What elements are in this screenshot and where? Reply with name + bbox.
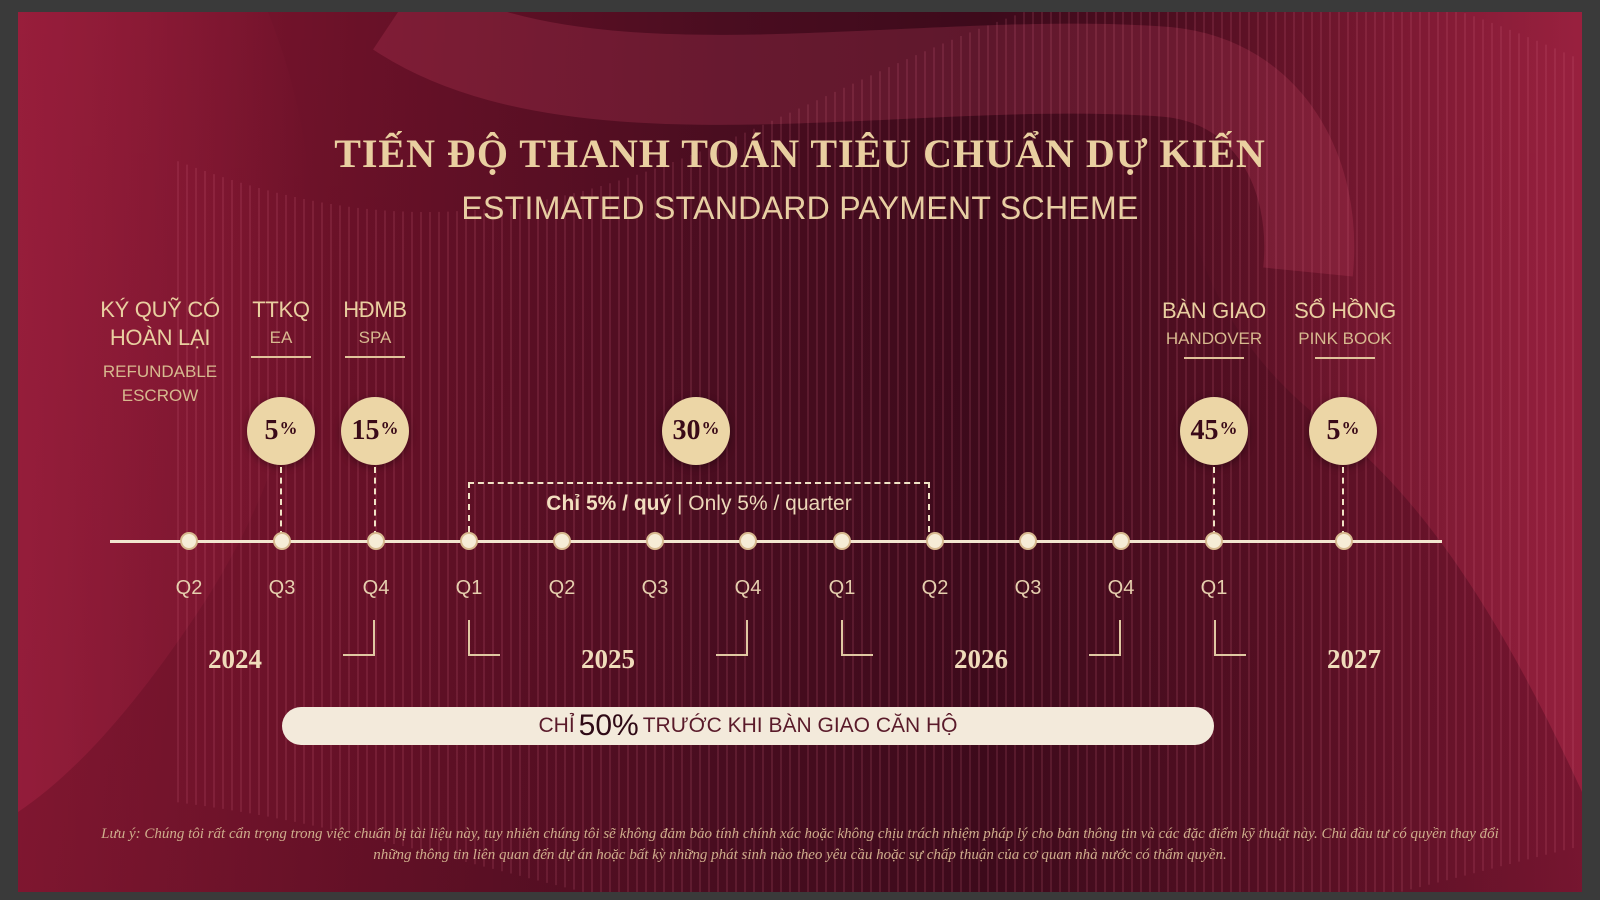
year-bracket [841, 620, 873, 656]
milestone-refundable-escrow: KÝ QUỸ CÓ HOÀN LẠI REFUNDABLE ESCROW [90, 296, 230, 408]
timeline-dot [180, 532, 198, 550]
slide: TIẾN ĐỘ THANH TOÁN TIÊU CHUẨN DỰ KIẾN ES… [18, 12, 1582, 892]
timeline-dot [1205, 532, 1223, 550]
percent-value: 5 [264, 415, 279, 446]
timeline-dot [460, 532, 478, 550]
quarter-label: Q4 [362, 577, 390, 599]
disclaimer-note: Lưu ý: Chúng tôi rất cẩn trọng trong việ… [68, 824, 1532, 866]
year-bracket [716, 620, 748, 656]
timeline-dot [1112, 532, 1130, 550]
milestone-label-en-line2: ESCROW [121, 386, 199, 405]
percent-sign: % [380, 417, 399, 438]
quarterly-note-vi: Chỉ 5% / quý [546, 492, 672, 515]
milestone-label-vi: TTKQ [252, 297, 310, 322]
connector-spa [374, 467, 376, 537]
percent-value: 45 [1190, 415, 1219, 446]
quarter-label: Q3 [268, 577, 296, 599]
quarter-label: Q4 [1107, 577, 1135, 599]
milestone-underline [345, 356, 405, 358]
timeline-dot [739, 532, 757, 550]
quarter-label: Q1 [1200, 577, 1228, 599]
year-bracket [1214, 620, 1246, 656]
pre-handover-highlight: CHỈ 50% TRƯỚC KHI BÀN GIAO CĂN HỘ [282, 707, 1214, 745]
milestone-label-en: REFUNDABLE [102, 362, 218, 381]
percent-value: 5 [1326, 415, 1341, 446]
percent-sign: % [1341, 417, 1360, 438]
milestone-ea: TTKQ EA [236, 296, 326, 358]
milestone-underline [251, 356, 311, 358]
quarter-label: Q3 [1014, 577, 1042, 599]
milestone-label-vi: KÝ QUỸ CÓ [100, 297, 220, 322]
quarterly-note: Chỉ 5% / quý | Only 5% / quarter [468, 492, 930, 516]
title-english: ESTIMATED STANDARD PAYMENT SCHEME [461, 190, 1139, 226]
milestone-pink-book: SỔ HỒNG PINK BOOK [1270, 297, 1420, 359]
quarterly-note-en: Only 5% / quarter [688, 492, 852, 515]
milestone-label-en: SPA [358, 328, 392, 347]
quarter-label: Q2 [548, 577, 576, 599]
percent-circle-pink-book: 5% [1309, 397, 1377, 465]
year-label: 2025 [581, 644, 635, 674]
timeline-dot [553, 532, 571, 550]
milestone-label-vi: HĐMB [343, 297, 407, 322]
pill-percent: 50% [578, 709, 639, 742]
timeline-dot [1019, 532, 1037, 550]
timeline-axis [110, 540, 1442, 543]
milestone-label-en: EA [269, 328, 293, 347]
timeline-dot [833, 532, 851, 550]
year-bracket [1089, 620, 1121, 656]
connector-handover [1213, 467, 1215, 537]
milestone-label-en: HANDOVER [1165, 329, 1263, 348]
quarter-label: Q3 [641, 577, 669, 599]
connector-ea [280, 467, 282, 537]
quarter-label: Q1 [455, 577, 483, 599]
percent-sign: % [279, 417, 298, 438]
timeline-dot [1335, 532, 1353, 550]
quarterly-range-bracket [468, 482, 930, 532]
percent-value: 30 [672, 415, 701, 446]
milestone-label-en: PINK BOOK [1298, 329, 1392, 348]
year-label: 2024 [208, 644, 262, 674]
percent-circle-quarterly: 30% [662, 397, 730, 465]
percent-circle-ea: 5% [247, 397, 315, 465]
year-label: 2026 [954, 644, 1008, 674]
year-bracket [468, 620, 500, 656]
timeline-dot [646, 532, 664, 550]
milestone-handover: BÀN GIAO HANDOVER [1139, 297, 1289, 359]
percent-sign: % [701, 417, 720, 438]
percent-value: 15 [351, 415, 380, 446]
quarter-label: Q1 [828, 577, 856, 599]
pill-prefix: CHỈ [538, 714, 575, 737]
timeline-dot [367, 532, 385, 550]
quarter-label: Q4 [734, 577, 762, 599]
year-label: 2027 [1327, 644, 1381, 674]
quarter-label: Q2 [921, 577, 949, 599]
disclaimer-line-2: những thông tin liên quan đến dự án hoặc… [373, 847, 1227, 863]
milestone-label-vi: SỔ HỒNG [1294, 298, 1396, 323]
disclaimer-line-1: Lưu ý: Chúng tôi rất cẩn trọng trong việ… [101, 826, 1499, 842]
timeline-dot [926, 532, 944, 550]
pill-suffix: TRƯỚC KHI BÀN GIAO CĂN HỘ [642, 714, 958, 737]
quarter-label: Q2 [175, 577, 203, 599]
milestone-label-vi-line2: HOÀN LẠI [109, 325, 211, 350]
year-bracket [343, 620, 375, 656]
milestone-label-vi: BÀN GIAO [1162, 298, 1266, 323]
connector-pink-book [1342, 467, 1344, 537]
percent-sign: % [1219, 417, 1238, 438]
title-vietnamese: TIẾN ĐỘ THANH TOÁN TIÊU CHUẨN DỰ KIẾN [334, 131, 1266, 176]
milestone-underline [1184, 357, 1244, 359]
milestone-spa: HĐMB SPA [330, 296, 420, 358]
timeline-dot [273, 532, 291, 550]
percent-circle-handover: 45% [1180, 397, 1248, 465]
quarterly-note-separator: | [671, 492, 689, 515]
milestone-underline [1315, 357, 1375, 359]
percent-circle-spa: 15% [341, 397, 409, 465]
